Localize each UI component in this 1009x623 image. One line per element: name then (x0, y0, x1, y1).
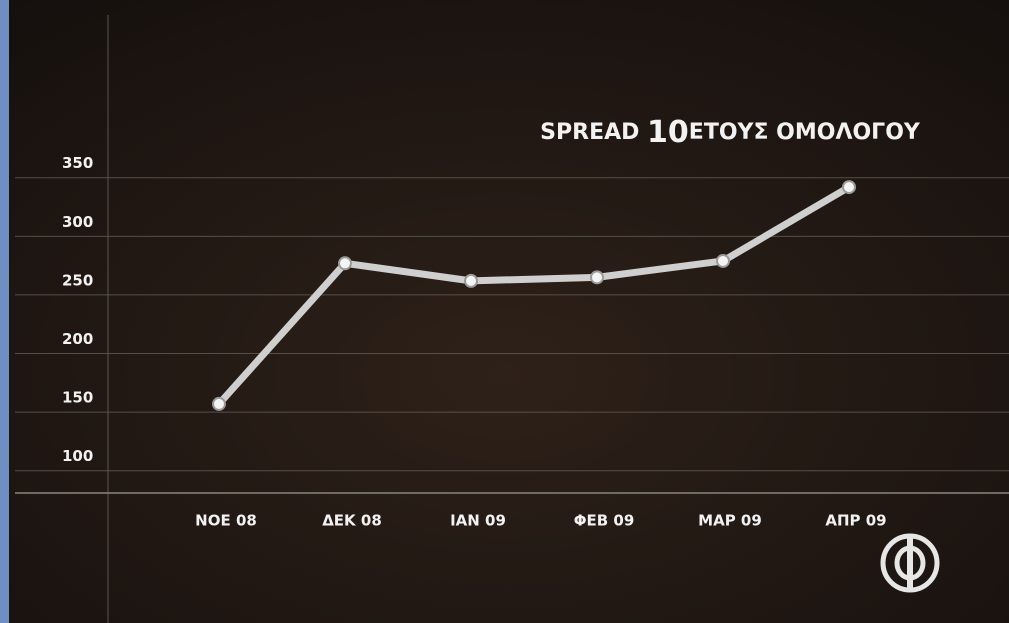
chart-title: SPREAD 10ΕΤΟΥΣ ΟΜΟΛΟΓΟΥ (540, 115, 921, 150)
y-tick-label: 100 (62, 447, 93, 465)
side-strip (0, 0, 9, 623)
data-point (842, 180, 856, 195)
y-tick-label: 350 (62, 154, 93, 172)
data-point (212, 396, 226, 411)
data-point (590, 270, 604, 285)
x-tick-label: ΑΠΡ 09 (825, 512, 886, 530)
y-tick-label: 300 (62, 213, 93, 231)
data-line (215, 183, 853, 408)
y-tick-label: 200 (62, 330, 93, 348)
logo (880, 533, 940, 593)
data-point (338, 256, 352, 271)
y-tick-label: 250 (62, 271, 93, 289)
y-tick-label: 150 (62, 389, 93, 407)
data-point (464, 273, 478, 288)
x-tick-label: ΙΑΝ 09 (450, 512, 506, 530)
data-point (716, 253, 730, 268)
x-tick-label: ΔΕΚ 08 (322, 512, 382, 530)
x-tick-label: ΜΑΡ 09 (698, 512, 762, 530)
x-tick-label: ΦΕΒ 09 (574, 512, 635, 530)
x-tick-label: ΝΟΕ 08 (195, 512, 257, 530)
